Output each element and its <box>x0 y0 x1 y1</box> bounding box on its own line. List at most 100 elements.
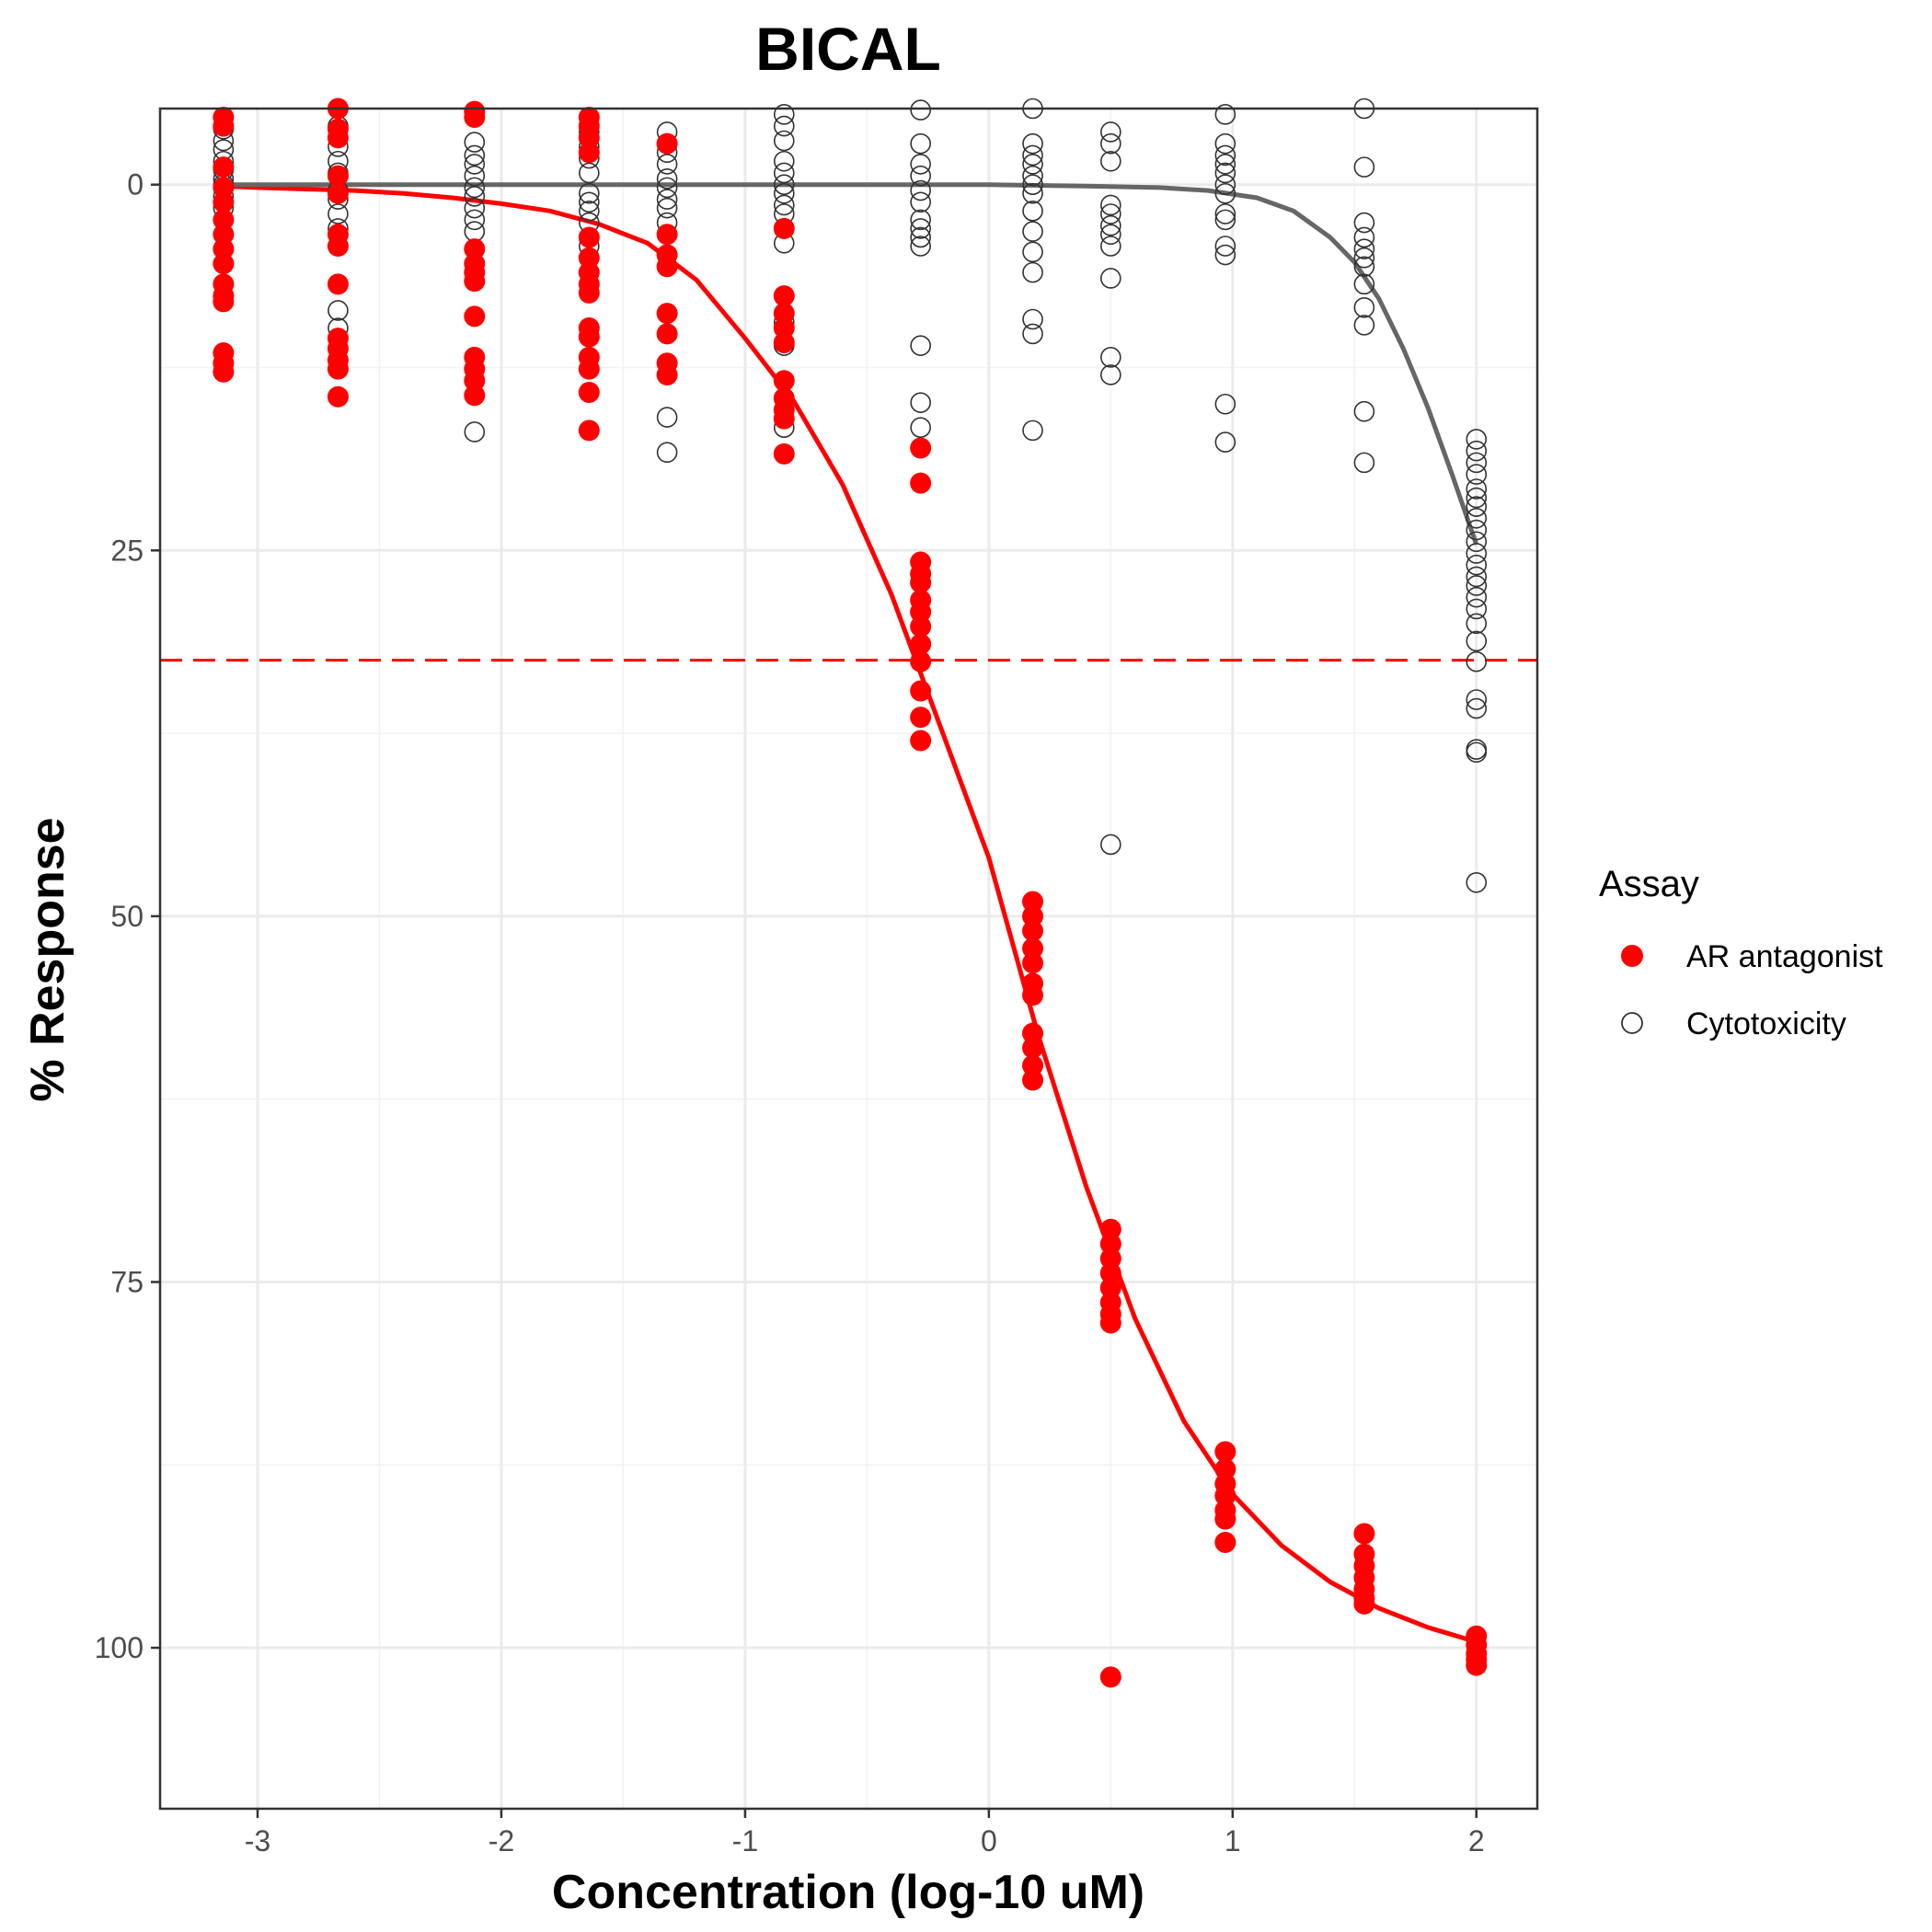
point-cytotoxicity <box>1022 165 1043 187</box>
point-ar-antagonist <box>656 224 678 246</box>
point-ar-antagonist <box>327 235 349 257</box>
point-cytotoxicity <box>1022 241 1043 263</box>
point-ar-antagonist <box>1099 1666 1121 1688</box>
point-cytotoxicity <box>1022 154 1043 175</box>
point-ar-antagonist <box>1022 937 1044 960</box>
point-cytotoxicity <box>773 194 795 216</box>
plot-panel-border <box>158 107 1539 1811</box>
point-cytotoxicity <box>1022 420 1043 442</box>
point-cytotoxicity <box>656 442 678 464</box>
point-ar-antagonist <box>773 408 795 430</box>
point-ar-antagonist <box>1022 1054 1044 1076</box>
point-cytotoxicity <box>1022 221 1043 242</box>
point-cytotoxicity <box>1466 586 1488 608</box>
point-cytotoxicity <box>1214 132 1236 155</box>
point-cytotoxicity <box>328 203 349 224</box>
point-cytotoxicity <box>773 104 795 125</box>
point-ar-antagonist <box>213 156 235 178</box>
x-tick-label: 0 <box>981 1824 997 1857</box>
point-ar-antagonist <box>910 680 932 702</box>
point-ar-antagonist <box>910 615 932 638</box>
point-ar-antagonist <box>327 165 349 187</box>
point-cytotoxicity <box>1353 256 1375 278</box>
x-tick-label: 2 <box>1468 1824 1485 1857</box>
point-cytotoxicity <box>464 177 486 199</box>
point-cytotoxicity <box>1214 162 1236 184</box>
point-cytotoxicity <box>1353 296 1375 318</box>
fit-curve-ar-antagonist <box>223 183 1478 1645</box>
point-cytotoxicity <box>579 162 600 184</box>
point-cytotoxicity <box>1466 519 1488 541</box>
point-cytotoxicity <box>1353 400 1375 422</box>
point-ar-antagonist <box>1099 1262 1121 1284</box>
point-cytotoxicity <box>1214 182 1236 204</box>
point-cytotoxicity <box>1466 464 1488 485</box>
point-ar-antagonist <box>1214 1441 1236 1463</box>
y-axis-label: % Response <box>21 817 75 1101</box>
point-ar-antagonist <box>213 209 235 231</box>
point-cytotoxicity <box>1353 238 1375 259</box>
point-ar-antagonist <box>464 107 486 129</box>
point-ar-antagonist <box>773 443 795 465</box>
point-ar-antagonist <box>327 273 349 295</box>
point-ar-antagonist <box>656 132 678 155</box>
legend-label-cytotoxicity: Cytotoxicity <box>1686 1006 1846 1041</box>
point-cytotoxicity <box>1022 174 1043 195</box>
point-ar-antagonist <box>327 182 349 204</box>
point-ar-antagonist <box>1099 1277 1121 1299</box>
point-cytotoxicity <box>910 99 931 121</box>
y-tick-label: 0 <box>127 168 144 201</box>
point-cytotoxicity <box>656 154 678 175</box>
point-ar-antagonist <box>578 382 600 404</box>
point-cytotoxicity <box>464 209 486 231</box>
x-tick-label: -1 <box>732 1824 758 1857</box>
point-ar-antagonist <box>578 420 600 442</box>
point-cytotoxicity <box>1214 431 1236 453</box>
point-ar-antagonist <box>1099 1312 1121 1334</box>
point-cytotoxicity <box>1214 203 1236 224</box>
point-cytotoxicity <box>328 300 349 321</box>
point-cytotoxicity <box>773 182 795 204</box>
point-cytotoxicity <box>1466 531 1488 553</box>
point-cytotoxicity <box>579 201 600 222</box>
point-cytotoxicity <box>910 218 931 239</box>
point-ar-antagonist <box>773 217 795 239</box>
point-ar-antagonist <box>1353 1523 1375 1545</box>
point-ar-antagonist <box>1022 984 1044 1006</box>
fit-curves <box>223 182 1479 1645</box>
point-ar-antagonist <box>578 326 600 348</box>
point-cytotoxicity <box>464 421 486 443</box>
point-ar-antagonist <box>578 127 600 149</box>
point-cytotoxicity <box>1466 554 1488 576</box>
point-ar-antagonist <box>1022 920 1044 942</box>
point-cytotoxicity <box>1466 566 1488 588</box>
point-ar-antagonist <box>327 358 349 380</box>
x-axis-ticks: -3 -2 -1 0 1 2 <box>245 1809 1485 1857</box>
point-ar-antagonist <box>910 437 932 459</box>
point-ar-antagonist <box>578 247 600 269</box>
point-ar-antagonist <box>773 285 795 307</box>
point-ar-antagonist <box>327 127 349 149</box>
point-cytotoxicity <box>910 209 931 231</box>
legend-marker-cytotoxicity <box>1621 1012 1643 1034</box>
point-cytotoxicity <box>910 335 931 356</box>
y-tick-label: 75 <box>110 1265 144 1298</box>
point-ar-antagonist <box>213 361 235 383</box>
point-ar-antagonist <box>213 115 235 137</box>
point-cytotoxicity <box>1353 273 1375 295</box>
point-cytotoxicity <box>1022 308 1043 330</box>
point-cytotoxicity <box>1100 224 1121 246</box>
point-cytotoxicity <box>579 182 600 204</box>
point-cytotoxicity <box>1466 429 1488 450</box>
point-cytotoxicity <box>910 236 931 257</box>
y-tick-label: 25 <box>110 534 144 567</box>
point-ar-antagonist <box>213 291 235 313</box>
point-cytotoxicity <box>1466 598 1488 620</box>
point-cytotoxicity <box>1100 268 1121 289</box>
point-cytotoxicity <box>1022 261 1043 283</box>
point-cytotoxicity <box>1100 236 1121 257</box>
point-ar-antagonist <box>910 571 932 593</box>
point-ar-antagonist <box>464 370 486 392</box>
point-cytotoxicity <box>1214 144 1236 167</box>
